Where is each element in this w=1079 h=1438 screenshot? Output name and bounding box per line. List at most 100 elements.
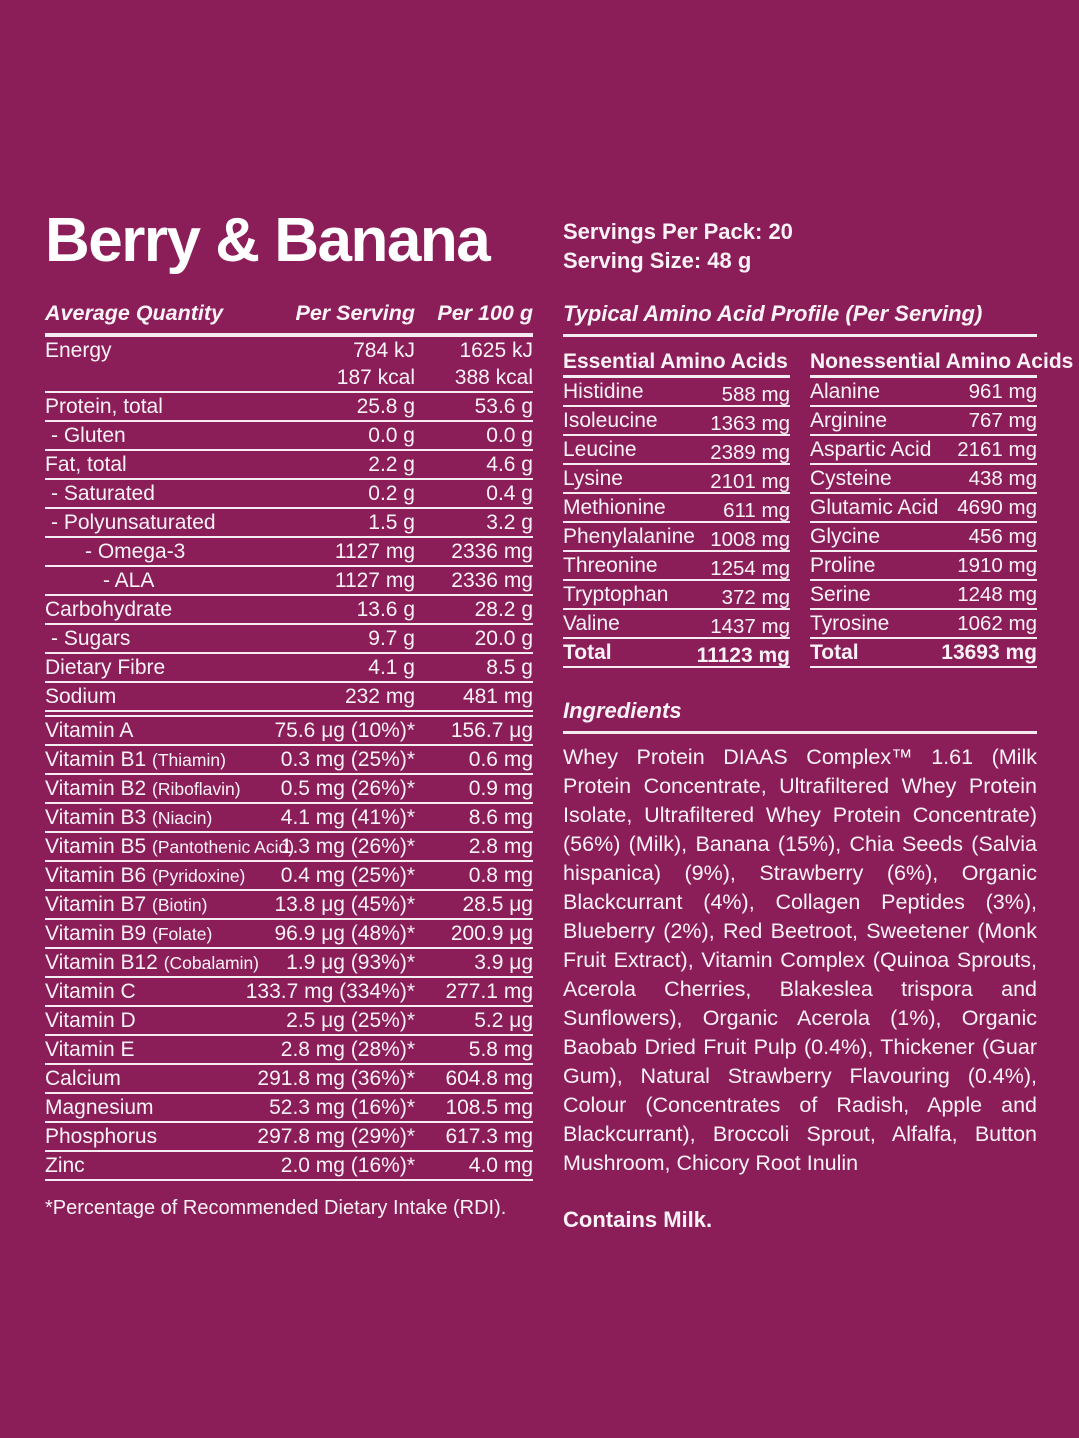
nutrient-sublabel: (Riboflavin) bbox=[152, 779, 241, 799]
per-100g-value: 8.5 g bbox=[486, 656, 533, 679]
nutrient-label: Vitamin B5 (Pantothenic Acid) bbox=[45, 835, 295, 858]
amino-row: Tryptophan 372 mg bbox=[563, 581, 790, 610]
per-100g-value: 20.0 g bbox=[474, 627, 533, 650]
per-serving-value: 0.5 mg (26%)* bbox=[280, 777, 415, 800]
nutrient-label: Carbohydrate bbox=[45, 598, 173, 621]
per-100g-value: 200.9 μg bbox=[450, 922, 533, 945]
nutrition-row: Vitamin B1 (Thiamin) 0.3 mg (25%)* 0.6 mg bbox=[45, 746, 533, 775]
per-100g-value: 4.6 g bbox=[486, 453, 533, 476]
nutrition-row: 187 kcal 388 kcal bbox=[45, 364, 533, 393]
per-serving-value: 13.8 μg (45%)* bbox=[274, 893, 415, 916]
amino-label: Isoleucine bbox=[563, 409, 658, 432]
nutrient-label: Vitamin B7 (Biotin) bbox=[45, 893, 208, 916]
amino-row: Histidine 588 mg bbox=[563, 378, 790, 407]
nutrition-row: Vitamin B7 (Biotin) 13.8 μg (45%)* 28.5 μg bbox=[45, 891, 533, 920]
per-serving-value: 133.7 mg (334%)* bbox=[245, 980, 415, 1003]
per-100g-value: 2336 mg bbox=[451, 540, 533, 563]
per-100g-value: 481 mg bbox=[462, 685, 533, 708]
per-100g-value: 3.9 μg bbox=[474, 951, 533, 974]
amino-row: Cysteine 438 mg bbox=[810, 465, 1037, 494]
per-serving-value: 1.3 mg (26%)* bbox=[280, 835, 415, 858]
amino-row: Tyrosine 1062 mg bbox=[810, 610, 1037, 639]
per-serving-value: 291.8 mg (36%)* bbox=[257, 1067, 415, 1090]
per-serving-value: 784 kJ bbox=[353, 339, 415, 362]
amino-table-header: Nonessential Amino Acids bbox=[810, 347, 1073, 378]
amino-label: Serine bbox=[810, 583, 871, 606]
amino-tables: Essential Amino Acids Histidine 588 mg Isol… bbox=[563, 347, 1073, 668]
amino-value: 767 mg bbox=[968, 409, 1037, 432]
per-serving-value: 25.8 g bbox=[356, 395, 415, 418]
amino-label: Glycine bbox=[810, 525, 881, 548]
amino-value: 1008 mg bbox=[710, 528, 790, 551]
amino-row: Alanine 961 mg bbox=[810, 378, 1037, 407]
nutrition-row: - Saturated 0.2 g 0.4 g bbox=[45, 480, 533, 509]
per-serving-value: 4.1 mg (41%)* bbox=[280, 806, 415, 829]
amino-row: Isoleucine 1363 mg bbox=[563, 407, 790, 436]
amino-value: 438 mg bbox=[968, 467, 1037, 490]
amino-value: 2389 mg bbox=[710, 441, 790, 464]
nutrient-label: Vitamin B9 (Folate) bbox=[45, 922, 213, 945]
per-serving-value: 297.8 mg (29%)* bbox=[257, 1125, 415, 1148]
per-serving-value: 2.5 μg (25%)* bbox=[286, 1009, 415, 1032]
amino-label: Glutamic Acid bbox=[810, 496, 939, 519]
per-serving-value: 4.1 g bbox=[368, 656, 415, 679]
nutrition-row: Protein, total 25.8 g 53.6 g bbox=[45, 393, 533, 422]
nutrition-row: Vitamin B6 (Pyridoxine) 0.4 mg (25%)* 0.8 … bbox=[45, 862, 533, 891]
per-100g-value: 28.2 g bbox=[474, 598, 533, 621]
amino-total-value: 11123 mg bbox=[696, 644, 790, 667]
nutrition-row: Vitamin A 75.6 μg (10%)* 156.7 μg bbox=[45, 717, 533, 746]
amino-label: Alanine bbox=[810, 380, 881, 403]
nutrient-label: Magnesium bbox=[45, 1096, 154, 1119]
amino-total-value: 13693 mg bbox=[941, 641, 1037, 664]
per-serving-value: 52.3 mg (16%)* bbox=[269, 1096, 415, 1119]
per-100g-value: 5.2 μg bbox=[474, 1009, 533, 1032]
nutrient-sublabel: (Folate) bbox=[152, 924, 213, 944]
serving-size: Serving Size: 48 g bbox=[563, 248, 752, 273]
nutrient-label: Vitamin A bbox=[45, 719, 134, 742]
amino-table-header: Essential Amino Acids bbox=[563, 347, 790, 378]
nutrient-sublabel: (Niacin) bbox=[152, 808, 213, 828]
nonessential-amino-table: Nonessential Amino Acids Alanine 961 mg Arg… bbox=[810, 347, 1073, 668]
nutrient-sublabel: (Pyridoxine) bbox=[152, 866, 246, 886]
per-serving-header: Per Serving bbox=[295, 301, 416, 325]
per-100g-header: Per 100 g bbox=[437, 301, 533, 325]
amino-value: 2161 mg bbox=[957, 438, 1037, 461]
per-100g-value: 0.0 g bbox=[486, 424, 533, 447]
label-content: Berry & Banana Servings Per Pack: 20 Ser… bbox=[45, 208, 1073, 1232]
allergen-note: Contains Milk. bbox=[563, 1207, 713, 1232]
nutrient-label: Phosphorus bbox=[45, 1125, 158, 1148]
nutrient-label: Protein, total bbox=[45, 395, 163, 418]
nutrition-row: Carbohydrate 13.6 g 28.2 g bbox=[45, 596, 533, 625]
nutrient-label: Vitamin C bbox=[45, 980, 136, 1003]
amino-value: 1254 mg bbox=[710, 557, 790, 580]
amino-label: Lysine bbox=[563, 467, 623, 490]
per-100g-value: 0.8 mg bbox=[468, 864, 533, 887]
amino-label: Aspartic Acid bbox=[810, 438, 932, 461]
nutrient-label: - Polyunsaturated bbox=[51, 511, 216, 534]
per-serving-value: 13.6 g bbox=[356, 598, 415, 621]
amino-row: Threonine 1254 mg bbox=[563, 552, 790, 581]
nutrition-row: - Omega-3 1127 mg 2336 mg bbox=[45, 538, 533, 567]
nutrition-row: Phosphorus 297.8 mg (29%)* 617.3 mg bbox=[45, 1123, 533, 1152]
per-100g-value: 388 kcal bbox=[454, 366, 533, 389]
nutrition-row: Calcium 291.8 mg (36%)* 604.8 mg bbox=[45, 1065, 533, 1094]
nutrition-row: Energy 784 kJ 1625 kJ bbox=[45, 337, 533, 364]
nutrient-sublabel: (Pantothenic Acid) bbox=[152, 837, 295, 857]
nutrient-label: - Gluten bbox=[51, 424, 126, 447]
per-serving-value: 96.9 μg (48%)* bbox=[274, 922, 415, 945]
nutrient-label: Energy bbox=[45, 339, 112, 362]
nutrient-label: Zinc bbox=[45, 1154, 85, 1177]
amino-row: Phenylalanine 1008 mg bbox=[563, 523, 790, 552]
nutrition-table-header: Average Quantity Per Serving Per 100 g bbox=[45, 301, 533, 337]
amino-label: Proline bbox=[810, 554, 876, 577]
per-serving-value: 0.4 mg (25%)* bbox=[280, 864, 415, 887]
amino-value: 961 mg bbox=[968, 380, 1037, 403]
nutrient-label: Vitamin E bbox=[45, 1038, 135, 1061]
amino-value: 4690 mg bbox=[957, 496, 1037, 519]
amino-row: Proline 1910 mg bbox=[810, 552, 1037, 581]
nutrition-row: Zinc 2.0 mg (16%)* 4.0 mg bbox=[45, 1152, 533, 1181]
per-serving-value: 0.0 g bbox=[368, 424, 415, 447]
per-100g-value: 28.5 μg bbox=[462, 893, 534, 916]
nutrition-row: - Gluten 0.0 g 0.0 g bbox=[45, 422, 533, 451]
